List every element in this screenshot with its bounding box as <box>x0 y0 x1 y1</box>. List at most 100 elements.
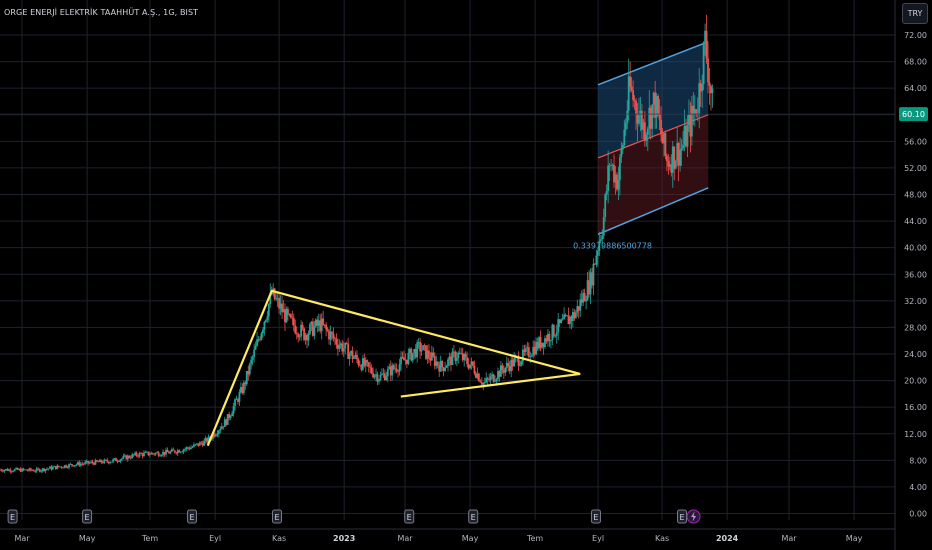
candle-body <box>617 180 620 190</box>
earnings-marker[interactable]: E <box>677 509 688 524</box>
candle-body <box>614 174 617 183</box>
candle-body <box>629 76 632 87</box>
y-tick-label: 52.00 <box>904 164 927 173</box>
candle-body <box>623 129 626 146</box>
candle-body <box>445 365 448 368</box>
candle-body <box>466 357 469 364</box>
candle-body <box>62 467 65 469</box>
candle-body <box>382 373 385 375</box>
candle-body <box>583 293 586 302</box>
earnings-marker-box <box>271 509 282 524</box>
candle-body <box>426 350 429 359</box>
candle-body <box>15 468 18 470</box>
candle-body <box>264 319 267 322</box>
candle-body <box>231 413 233 417</box>
candle-body <box>397 371 399 372</box>
candle-body <box>212 434 214 439</box>
candle-body <box>707 58 709 83</box>
candle-body <box>0 469 1 471</box>
candle-body <box>348 353 351 359</box>
candle-body <box>325 324 328 330</box>
candle-body <box>41 468 44 471</box>
candle-body <box>301 324 304 329</box>
earnings-marker[interactable]: E <box>7 509 18 524</box>
candle-body <box>137 455 139 457</box>
candle-body <box>104 459 107 461</box>
candle-body <box>195 443 198 445</box>
candle-body <box>223 419 226 427</box>
earnings-marker[interactable]: E <box>271 509 282 524</box>
candle-body <box>689 114 692 137</box>
triangle-pattern[interactable] <box>206 289 581 447</box>
candle-body <box>295 333 298 335</box>
candle-body <box>311 321 314 336</box>
x-tick-label: Kas <box>272 534 286 543</box>
candle-body <box>176 450 179 454</box>
candle-body <box>226 414 229 425</box>
currency-button[interactable]: TRY <box>902 3 928 24</box>
candle-body <box>613 164 615 183</box>
earnings-marker[interactable]: E <box>82 509 93 524</box>
candle-body <box>704 30 706 43</box>
earnings-marker[interactable]: E <box>468 509 479 524</box>
candle-body <box>248 363 251 375</box>
candle-body <box>671 146 674 173</box>
x-tick-label: May <box>846 534 863 543</box>
candle-body <box>505 362 508 368</box>
candle-body <box>303 328 305 340</box>
lightning-glyph <box>691 511 697 522</box>
candle-body <box>175 452 178 454</box>
earnings-marker[interactable]: E <box>187 509 198 524</box>
candle-body <box>328 330 330 340</box>
candle-body <box>544 338 546 348</box>
candle-body <box>428 350 430 358</box>
x-tick-label: Mar <box>14 534 30 543</box>
candle-body <box>0 469 3 471</box>
candle-body <box>276 298 279 299</box>
candle-body <box>319 320 322 332</box>
earnings-marker-label: E <box>593 513 598 522</box>
candle-body <box>79 463 82 466</box>
candle-body <box>71 464 73 466</box>
candle-body <box>281 303 283 313</box>
candle-body <box>182 449 185 452</box>
candle-body <box>22 468 25 470</box>
candle-body <box>668 164 671 167</box>
candle-body <box>561 319 564 321</box>
candle-body <box>329 331 332 340</box>
candle-body <box>197 443 200 446</box>
candle-body <box>240 387 242 393</box>
candle-body <box>12 471 15 472</box>
candle-body <box>56 465 59 470</box>
x-axis[interactable]: Mar May Tem Eyl Kas 2023 Mar May Tem Eyl Kas 2024 Ma… <box>0 528 895 543</box>
candle-body <box>636 113 639 124</box>
candle-body <box>442 367 445 371</box>
candle-body <box>464 354 467 358</box>
candle-body <box>472 361 474 366</box>
earnings-marker-box <box>590 509 601 524</box>
candle-body <box>40 470 43 472</box>
candle-body <box>74 465 76 467</box>
candle-body <box>288 314 291 316</box>
candle-body <box>147 451 150 456</box>
candle-body <box>485 378 488 383</box>
candle-body <box>589 272 592 295</box>
candle-body <box>76 462 79 465</box>
candle-body <box>497 371 499 380</box>
candle-body <box>107 461 110 464</box>
candle-body <box>91 461 94 463</box>
earnings-marker[interactable]: E <box>404 509 415 524</box>
candle-body <box>363 358 366 366</box>
candle-body <box>564 314 567 316</box>
earnings-marker[interactable]: E <box>590 509 601 524</box>
candle-body <box>710 85 712 94</box>
candle-body <box>94 460 97 465</box>
candle-body <box>367 362 370 367</box>
candle-body <box>630 86 633 91</box>
candle-body <box>138 452 141 457</box>
candle-body <box>642 122 645 130</box>
lightning-icon[interactable] <box>686 509 701 524</box>
